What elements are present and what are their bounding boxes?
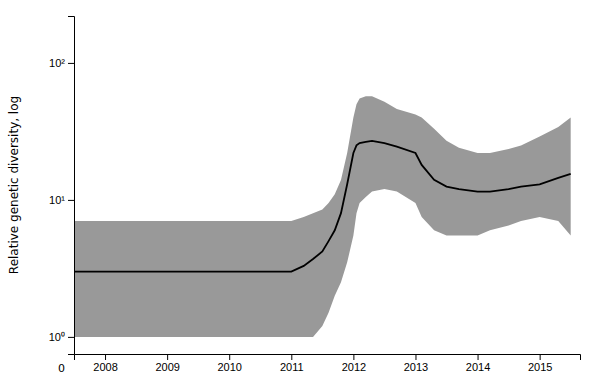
y-tick-label: 10² <box>49 57 65 69</box>
x-tick-mark <box>229 354 230 360</box>
x-tick-mark <box>478 354 479 360</box>
y-tick: 10⁰ <box>49 331 74 343</box>
x-tick-label: 2008 <box>93 361 117 373</box>
y-tick-mark <box>68 200 74 201</box>
x-tick: 2011 <box>280 354 304 373</box>
x-tick-label: 2015 <box>528 361 552 373</box>
y-tick-label: 10¹ <box>49 194 65 206</box>
x-tick: 2008 <box>93 354 117 373</box>
x-axis-line <box>75 355 581 361</box>
x-tick: 2010 <box>217 354 241 373</box>
y-axis: 10⁰ 10¹ 10² <box>49 17 75 355</box>
x-tick: 2009 <box>155 354 179 373</box>
x-tick-label: 2011 <box>280 361 304 373</box>
x-tick-mark <box>415 354 416 360</box>
x-tick-mark <box>353 354 354 360</box>
annotation: 0 <box>58 362 65 375</box>
x-tick-mark <box>540 354 541 360</box>
mean-line <box>74 141 571 272</box>
y-tick-mark <box>68 63 74 64</box>
x-tick-label: 2014 <box>466 361 490 373</box>
x-tick-mark <box>291 354 292 360</box>
y-axis-title: Relative genetic diversity, log <box>7 96 21 274</box>
x-tick-mark <box>167 354 168 360</box>
x-tick-label: 2010 <box>217 361 241 373</box>
x-tick-label: 2013 <box>404 361 428 373</box>
x-tick-label: 2012 <box>342 361 366 373</box>
y-tick: 10² <box>49 57 74 69</box>
x-tick: 2014 <box>466 354 490 373</box>
x-axis: 2008 2009 2010 2011 2012 2013 2014 2015 <box>75 354 581 373</box>
x-tick: 2013 <box>404 354 428 373</box>
x-tick: 2012 <box>342 354 366 373</box>
y-tick: 10¹ <box>49 194 74 206</box>
x-tick-mark <box>105 354 106 360</box>
x-tick: 2015 <box>528 354 552 373</box>
y-axis-line <box>68 17 75 355</box>
x-tick-label: 2009 <box>155 361 179 373</box>
y-tick-mark <box>68 337 74 338</box>
chart: 2008200920102011201220132014201510⁰10¹10… <box>0 0 600 392</box>
y-tick-label: 10⁰ <box>49 331 65 343</box>
hpd-band <box>74 96 571 337</box>
plot-area <box>74 96 571 337</box>
